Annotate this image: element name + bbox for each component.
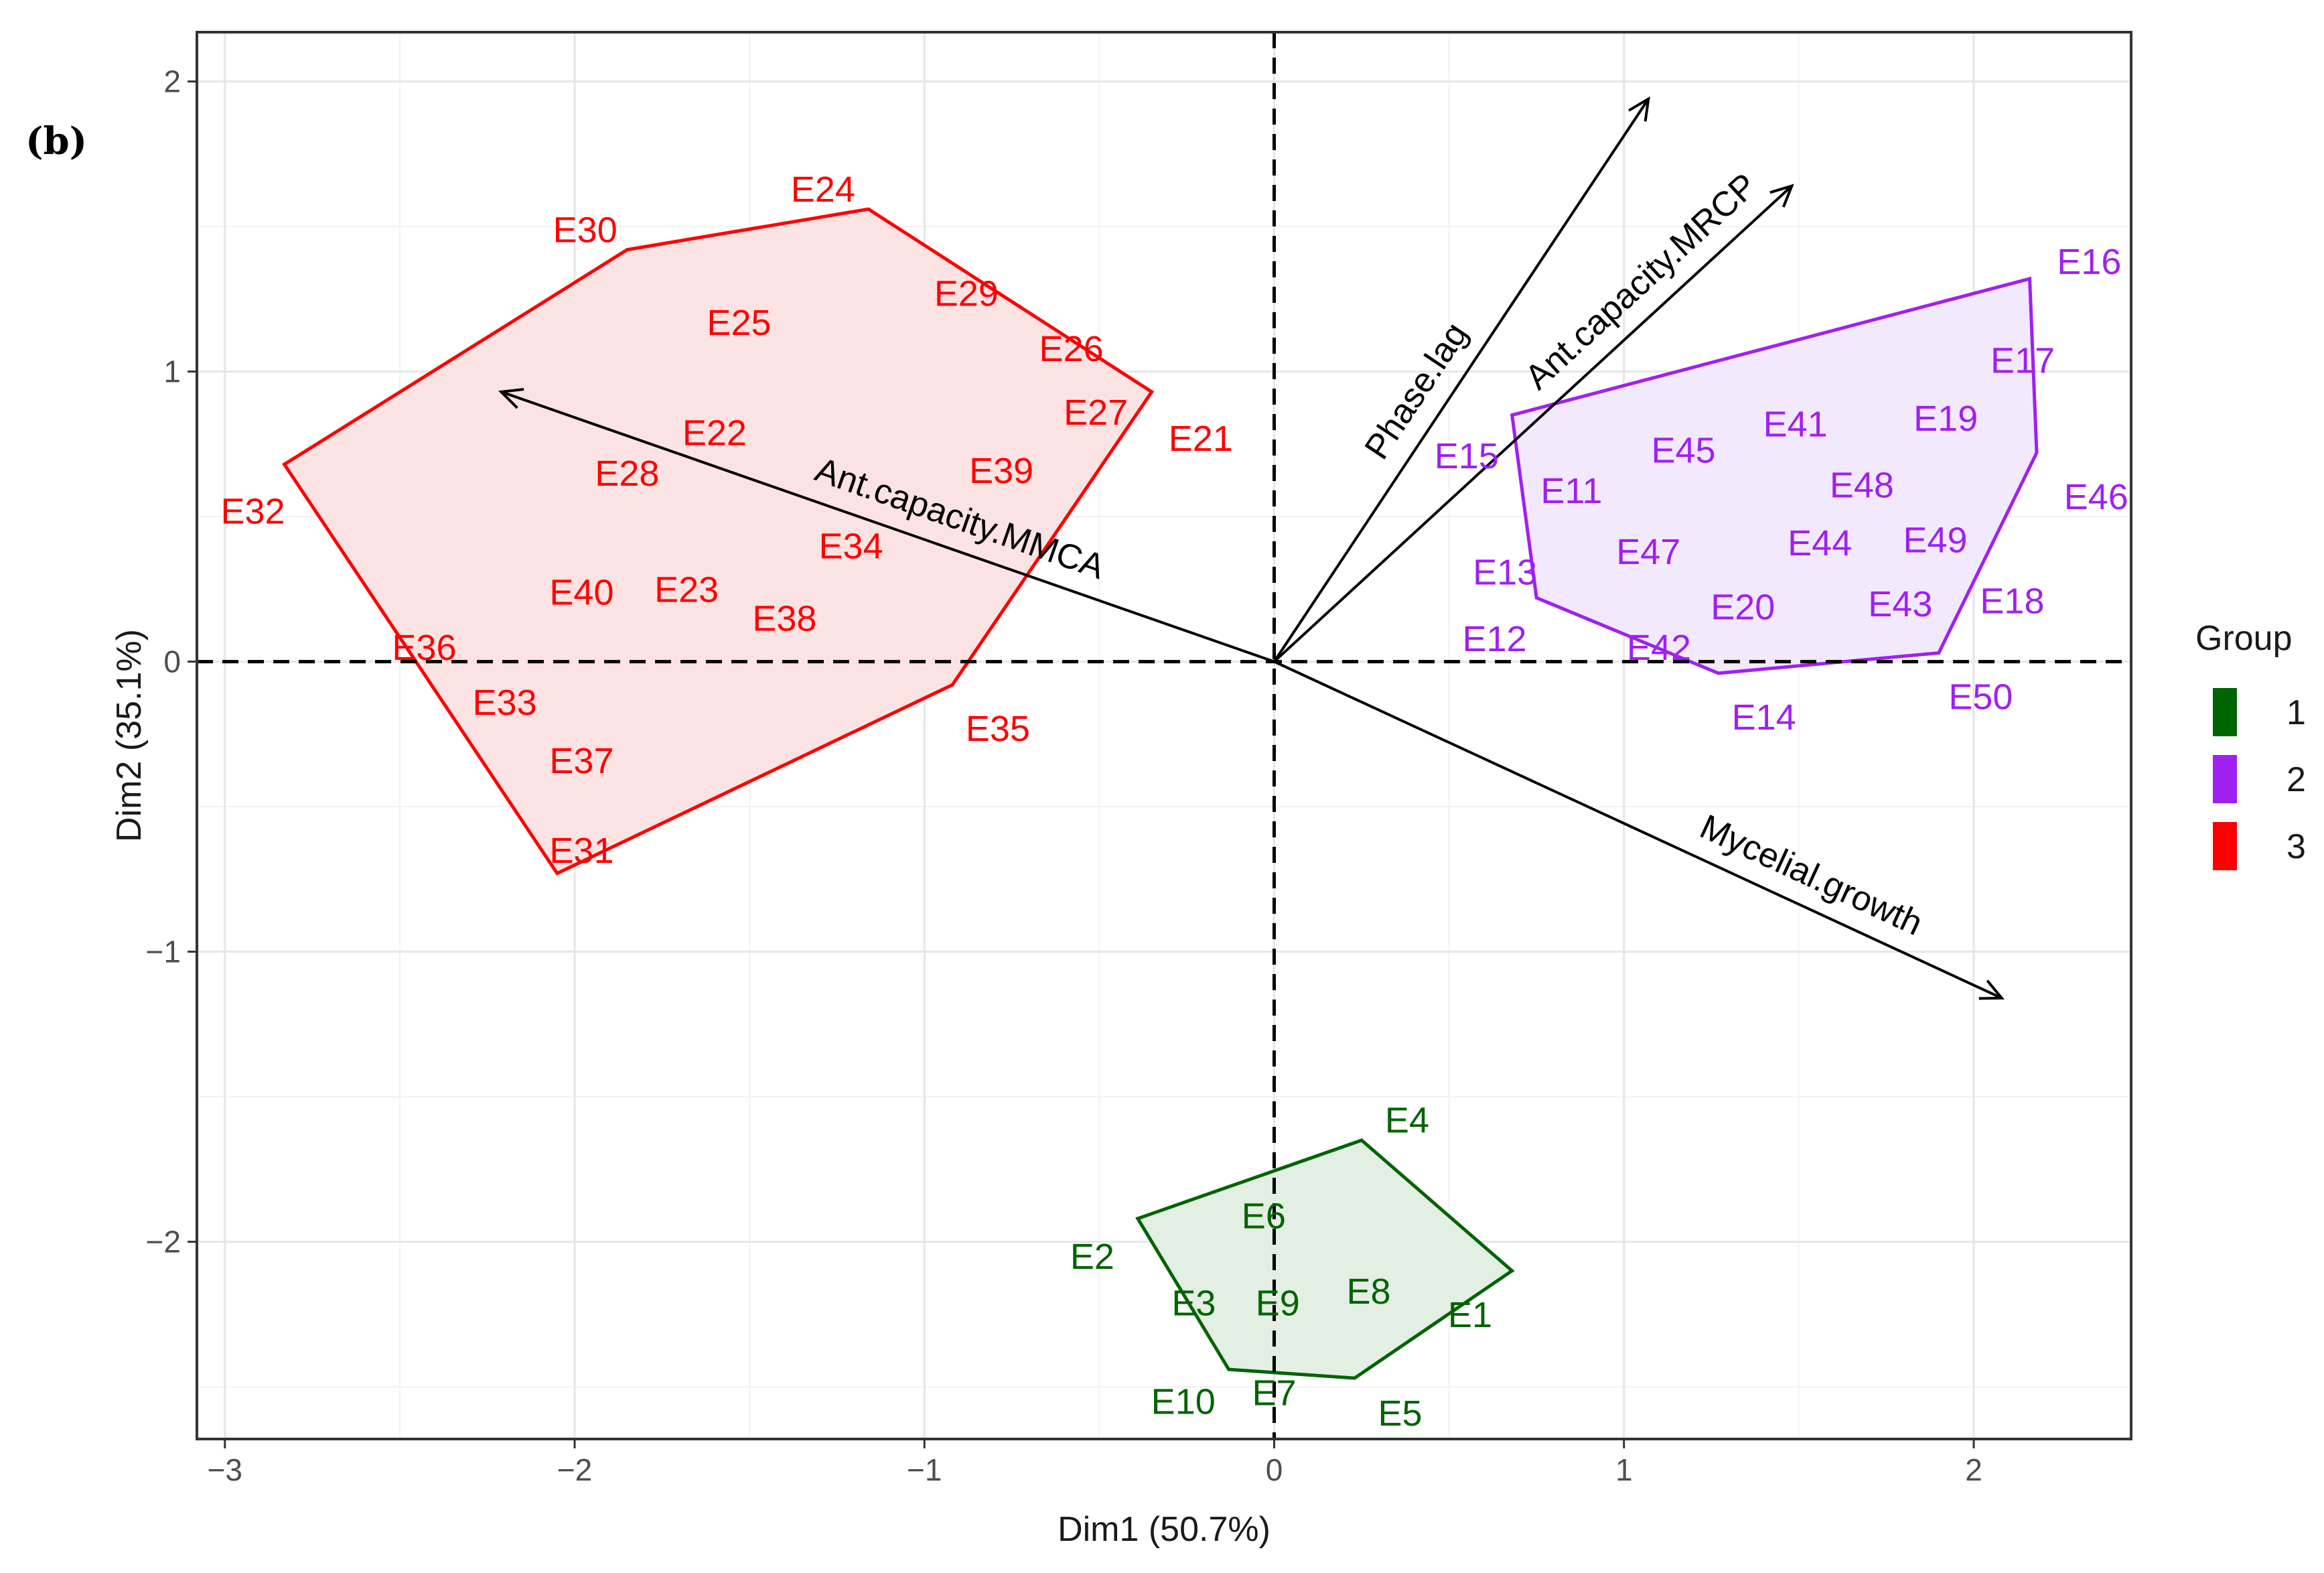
point-label-e4: E4 <box>1385 1101 1429 1141</box>
point-label-e1: E1 <box>1448 1295 1492 1335</box>
x-tick-label: −2 <box>557 1452 592 1487</box>
point-label-e37: E37 <box>549 741 613 781</box>
point-label-e42: E42 <box>1627 628 1691 668</box>
point-label-e35: E35 <box>966 709 1030 749</box>
point-label-e5: E5 <box>1378 1393 1422 1434</box>
point-label-e12: E12 <box>1462 619 1526 659</box>
vector-shaft <box>1273 660 2003 1000</box>
legend-label-1: 1 <box>2286 693 2306 732</box>
point-label-e16: E16 <box>2057 242 2121 282</box>
y-tick-label: −1 <box>146 935 181 969</box>
point-label-e21: E21 <box>1169 419 1233 459</box>
point-label-e40: E40 <box>549 573 613 613</box>
point-label-e25: E25 <box>707 303 771 343</box>
point-label-e10: E10 <box>1151 1382 1216 1422</box>
vector-arrowhead <box>1628 96 1650 122</box>
reference-lines <box>197 32 2131 1439</box>
point-label-e44: E44 <box>1788 523 1852 563</box>
point-label-e33: E33 <box>473 683 537 723</box>
point-label-e45: E45 <box>1651 431 1715 471</box>
point-label-e39: E39 <box>969 451 1033 491</box>
hull-group-1 <box>1135 1138 1515 1380</box>
point-label-e26: E26 <box>1039 329 1104 369</box>
group-hulls <box>282 207 2039 1380</box>
vector-label: Mycelial.growth <box>1694 807 1929 943</box>
point-label-e43: E43 <box>1868 584 1932 624</box>
vector-shaft <box>1273 98 1650 663</box>
point-label-e32: E32 <box>221 491 285 531</box>
point-labels: E1 E2 E3 E4 E5 E6 E7 E8 E9 E10 E11 E12 E13 E14 E15 E16 E… <box>221 169 2128 1434</box>
axis-ticks: −3 −2 −1 0 1 2 −2 −1 0 1 2 <box>146 64 1982 1487</box>
vector-arrowhead <box>1769 184 1794 208</box>
point-label-e22: E22 <box>682 413 747 454</box>
point-label-e50: E50 <box>1948 677 2013 717</box>
x-tick-label: 1 <box>1615 1452 1633 1487</box>
hull-group-2 <box>1510 276 2039 675</box>
y-tick-label: 1 <box>163 354 181 389</box>
point-label-e24: E24 <box>791 169 855 210</box>
point-label-e27: E27 <box>1064 393 1128 433</box>
point-label-e34: E34 <box>819 526 883 566</box>
point-label-e28: E28 <box>595 454 659 494</box>
point-label-e13: E13 <box>1473 552 1537 592</box>
y-axis-title: Dim2 (35.1%) <box>110 629 149 842</box>
point-label-e23: E23 <box>654 569 719 610</box>
panel-label: (b) <box>25 119 88 163</box>
point-label-e3: E3 <box>1171 1283 1216 1323</box>
legend-key-2 <box>2213 755 2237 803</box>
vector-shaft <box>500 391 1275 663</box>
y-tick-label: 0 <box>163 644 181 679</box>
point-label-e19: E19 <box>1913 399 1978 439</box>
vector-arrowhead <box>1978 979 2005 1000</box>
x-tick-label: 2 <box>1965 1452 1982 1487</box>
point-label-e38: E38 <box>752 599 816 639</box>
y-tick-label: 2 <box>163 64 181 99</box>
legend: Group 1 2 3 <box>2195 619 2306 870</box>
point-label-e48: E48 <box>1830 465 1894 505</box>
point-label-e2: E2 <box>1070 1237 1114 1277</box>
point-label-e6: E6 <box>1242 1196 1286 1237</box>
point-label-e7: E7 <box>1252 1373 1296 1414</box>
hull-group-3 <box>282 207 1155 876</box>
legend-key-1 <box>2213 688 2237 736</box>
plot-panel-border <box>196 31 2132 1440</box>
point-label-e18: E18 <box>1980 582 2044 622</box>
vector-shaft <box>1273 185 1793 663</box>
point-label-e17: E17 <box>1990 340 2055 381</box>
legend-title: Group <box>2195 619 2293 658</box>
point-label-e20: E20 <box>1711 587 1775 627</box>
x-tick-label: −1 <box>907 1452 942 1487</box>
point-label-e41: E41 <box>1763 405 1828 445</box>
vector-arrowhead <box>498 388 524 409</box>
point-label-e11: E11 <box>1540 471 1602 511</box>
vector-mycelial-growth: Mycelial.growth <box>1273 660 2005 1000</box>
point-label-e8: E8 <box>1346 1272 1390 1312</box>
point-label-e49: E49 <box>1903 521 1967 561</box>
legend-key-3 <box>2213 822 2237 870</box>
legend-label-3: 3 <box>2286 827 2306 866</box>
point-label-e15: E15 <box>1435 436 1499 476</box>
x-tick-label: −3 <box>208 1452 242 1487</box>
legend-label-2: 2 <box>2286 760 2306 799</box>
x-tick-label: 0 <box>1266 1452 1283 1487</box>
point-label-e30: E30 <box>553 210 618 250</box>
point-label-e46: E46 <box>2064 477 2128 517</box>
point-label-e29: E29 <box>934 274 999 314</box>
x-axis-title: Dim1 (50.7%) <box>1058 1510 1270 1549</box>
point-label-e47: E47 <box>1616 532 1680 572</box>
point-label-e31: E31 <box>549 831 613 871</box>
point-label-e36: E36 <box>392 628 456 668</box>
point-label-e9: E9 <box>1256 1283 1300 1323</box>
point-label-e14: E14 <box>1732 697 1796 738</box>
y-tick-label: −2 <box>146 1225 181 1259</box>
